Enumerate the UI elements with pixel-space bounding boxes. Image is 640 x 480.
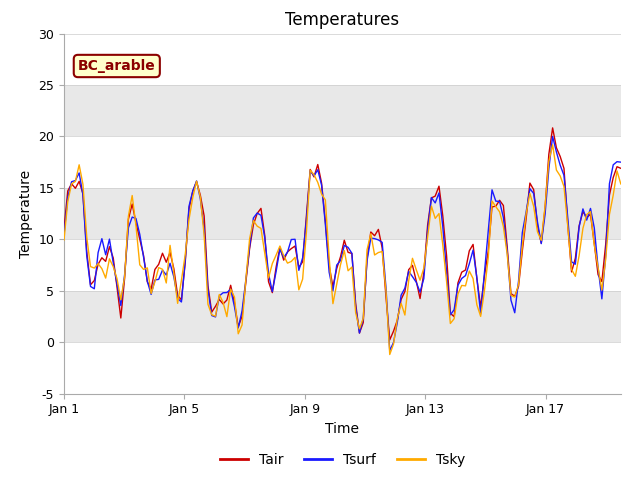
Tsurf (617, 159, 625, 165)
X-axis label: Time: Time (325, 422, 360, 436)
Title: Temperatures: Temperatures (285, 11, 399, 29)
Tair (337, 254, 344, 260)
Legend: Tair, Tsurf, Tsky: Tair, Tsurf, Tsky (214, 447, 470, 472)
Tsky (548, 142, 556, 148)
Tsky (98, 266, 106, 272)
Tsky (325, 255, 333, 261)
Tair (405, 267, 413, 273)
Tsurf (98, 236, 106, 241)
Text: BC_arable: BC_arable (78, 59, 156, 73)
Tair (386, 337, 394, 343)
Tair (325, 263, 333, 268)
Line: Tsurf: Tsurf (64, 136, 621, 350)
Tsky (458, 283, 465, 288)
Tsurf (325, 269, 333, 275)
Tsurf (166, 260, 174, 266)
Tair (166, 250, 174, 255)
Tsurf (458, 276, 465, 281)
Tsurf (405, 268, 413, 274)
Tair (60, 226, 68, 231)
Line: Tair: Tair (64, 128, 621, 340)
Tsky (405, 278, 413, 284)
Bar (64, 34, 621, 85)
Tsky (337, 262, 344, 268)
Tsurf (60, 231, 68, 237)
Y-axis label: Temperature: Temperature (19, 169, 33, 258)
Tsky (60, 237, 68, 243)
Tsurf (548, 133, 556, 139)
Tsky (386, 352, 394, 358)
Tsurf (337, 258, 344, 264)
Tsurf (386, 348, 394, 353)
Bar (64, 136, 621, 188)
Tair (458, 269, 465, 275)
Tair (548, 125, 556, 131)
Bar (64, 342, 621, 394)
Line: Tsky: Tsky (64, 145, 621, 355)
Tair (617, 166, 625, 171)
Tair (98, 255, 106, 261)
Tsky (166, 242, 174, 248)
Tsky (617, 181, 625, 187)
Bar (64, 240, 621, 291)
